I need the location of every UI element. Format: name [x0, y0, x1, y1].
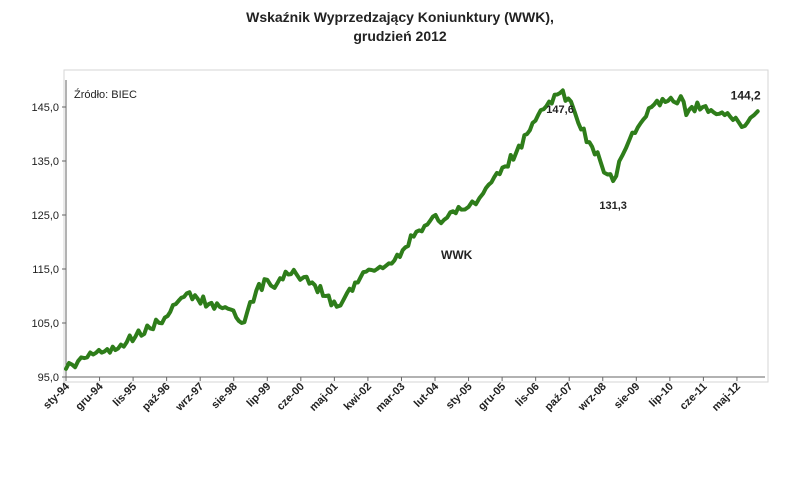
- x-tick-label: lut-04: [412, 380, 442, 410]
- y-tick-label: 115,0: [32, 264, 59, 276]
- x-tick-label: lis-06: [513, 381, 541, 409]
- x-tick-label: wrz-97: [173, 381, 206, 414]
- y-tick-label: 95,0: [38, 372, 59, 384]
- y-tick-label: 105,0: [31, 318, 59, 330]
- y-tick-label: 125,0: [31, 210, 59, 222]
- x-tick-label: paź-07: [543, 381, 576, 414]
- x-tick-label: kwi-02: [342, 381, 374, 413]
- x-tick-label: maj-12: [710, 381, 743, 414]
- chart-title-block: Wskaźnik Wyprzedzający Koniunktury (WWK)…: [0, 8, 800, 46]
- series-line-wwk: [64, 88, 760, 371]
- x-tick-label: sty-94: [41, 380, 73, 412]
- x-tick-label: maj-01: [307, 381, 340, 414]
- x-tick-label: wrz-08: [575, 381, 608, 414]
- data-annotation: 147,6: [546, 104, 574, 116]
- x-tick-label: lis-95: [111, 381, 139, 409]
- chart-title: Wskaźnik Wyprzedzający Koniunktury (WWK)…: [246, 9, 554, 25]
- x-tick-label: sie-98: [209, 381, 240, 412]
- chart-subtitle: grudzień 2012: [353, 28, 447, 44]
- y-ticks: 95,0 105,0 115,0 125,0 135,0 145,0: [31, 102, 66, 384]
- x-tick-label: lip-99: [245, 381, 274, 410]
- y-tick-label: 135,0: [31, 156, 59, 168]
- x-tick-label: sty-05: [444, 381, 475, 412]
- x-ticks: sty-94 gru-94 lis-95 paź-96 wrz-97 sie-98 lip-…: [41, 377, 743, 415]
- x-tick-label: gru-05: [476, 381, 508, 413]
- x-tick-label: gru-94: [73, 380, 106, 413]
- x-tick-label: paź-96: [140, 381, 173, 414]
- series-layer: [64, 88, 760, 371]
- data-annotation: 144,2: [731, 88, 761, 102]
- source-label: Źródło: BIEC: [74, 88, 137, 101]
- x-tick-label: mar-03: [374, 381, 408, 415]
- data-annotation: 131,3: [599, 200, 627, 212]
- annotation-layer: 147,6 131,3 144,2: [546, 88, 761, 212]
- x-tick-label: sie-09: [612, 381, 643, 412]
- x-tick-label: cze-11: [678, 381, 710, 413]
- plot-frame: [63, 69, 769, 383]
- series-label: WWK: [441, 248, 473, 262]
- x-tick-label: cze-00: [275, 381, 307, 413]
- x-tick-label: lip-10: [647, 381, 676, 410]
- y-tick-label: 145,0: [31, 102, 59, 114]
